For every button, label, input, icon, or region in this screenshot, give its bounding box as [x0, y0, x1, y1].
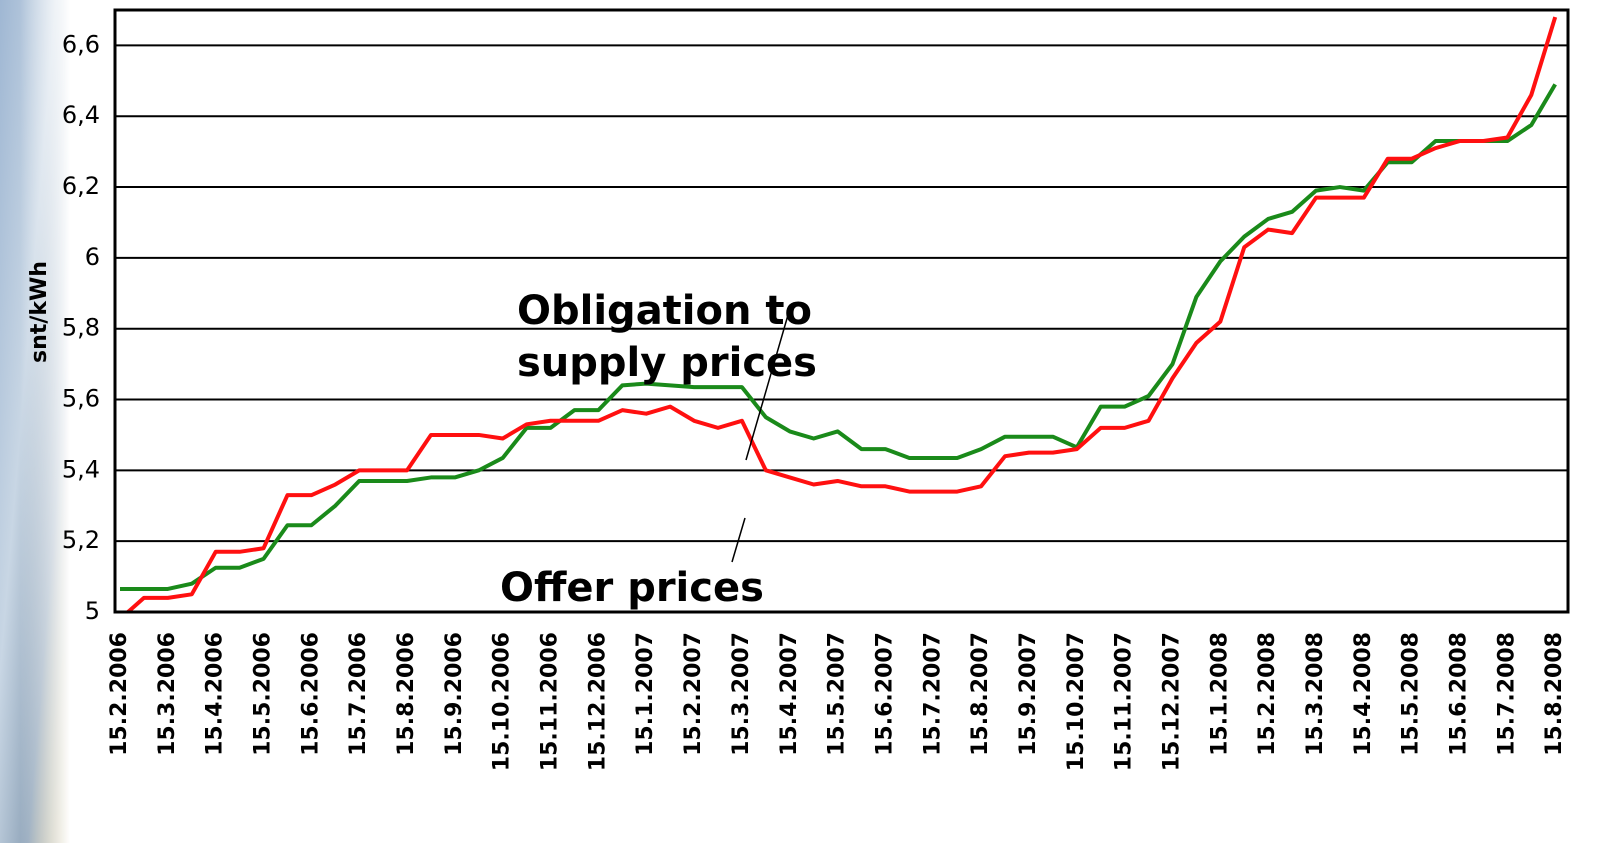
- x-tick-label: 15.10.2007: [1064, 632, 1089, 771]
- x-tick-label: 15.5.2008: [1399, 632, 1424, 756]
- y-tick-label: 6,6: [62, 30, 100, 58]
- series-annotation: Obligation to supply prices: [517, 285, 877, 389]
- x-tick-label: 15.12.2006: [585, 632, 610, 771]
- y-tick-label: 6: [85, 243, 100, 271]
- x-tick-label: 15.3.2007: [729, 632, 754, 756]
- y-tick-label: 6,2: [62, 172, 100, 200]
- x-tick-label: 15.8.2008: [1542, 632, 1567, 756]
- y-axis-title: snt/kWh: [27, 261, 52, 363]
- x-tick-label: 15.7.2008: [1494, 632, 1519, 756]
- x-tick-label: 15.6.2008: [1447, 632, 1472, 756]
- x-tick-label: 15.3.2006: [155, 632, 180, 756]
- x-tick-label: 15.2.2006: [107, 632, 132, 756]
- y-tick-label: 5: [85, 597, 100, 625]
- series-annotation: Offer prices: [500, 562, 840, 614]
- x-tick-label: 15.4.2008: [1351, 632, 1376, 756]
- x-tick-label: 15.7.2007: [920, 632, 945, 756]
- x-tick-label: 15.7.2006: [346, 632, 371, 756]
- x-tick-label: 15.6.2007: [872, 632, 897, 756]
- x-tick-label: 15.5.2007: [825, 632, 850, 756]
- x-tick-label: 15.5.2006: [251, 632, 276, 756]
- x-tick-label: 15.11.2007: [1112, 632, 1137, 771]
- y-tick-label: 5,6: [62, 385, 100, 413]
- x-tick-label: 15.6.2006: [298, 632, 323, 756]
- x-tick-label: 15.1.2007: [633, 632, 658, 756]
- y-tick-label: 5,4: [62, 455, 100, 483]
- x-tick-label: 15.1.2008: [1207, 632, 1232, 756]
- x-tick-label: 15.4.2007: [777, 632, 802, 756]
- leader-line: [732, 518, 745, 562]
- x-tick-label: 15.11.2006: [538, 632, 563, 771]
- x-tick-label: 15.2.2008: [1255, 632, 1280, 756]
- x-tick-label: 15.8.2007: [968, 632, 993, 756]
- x-tick-label: 15.8.2006: [394, 632, 419, 756]
- y-tick-label: 6,4: [62, 101, 100, 129]
- x-tick-label: 15.10.2006: [490, 632, 515, 771]
- x-tick-label: 15.2.2007: [681, 632, 706, 756]
- y-tick-label: 5,2: [62, 526, 100, 554]
- x-tick-label: 15.3.2008: [1303, 632, 1328, 756]
- page: snt/kWh 5 5,2 5,4 5,6 5,8 6 6,2 6,4 6,6 15.2.2006…: [0, 0, 1606, 843]
- x-tick-label: 15.9.2007: [1016, 632, 1041, 756]
- y-tick-label: 5,8: [62, 314, 100, 342]
- x-tick-label: 15.9.2006: [442, 632, 467, 756]
- x-tick-label: 15.12.2007: [1159, 632, 1184, 771]
- x-tick-label: 15.4.2006: [203, 632, 228, 756]
- chart: snt/kWh 5 5,2 5,4 5,6 5,8 6 6,2 6,4 6,6 15.2.2006…: [0, 0, 1606, 843]
